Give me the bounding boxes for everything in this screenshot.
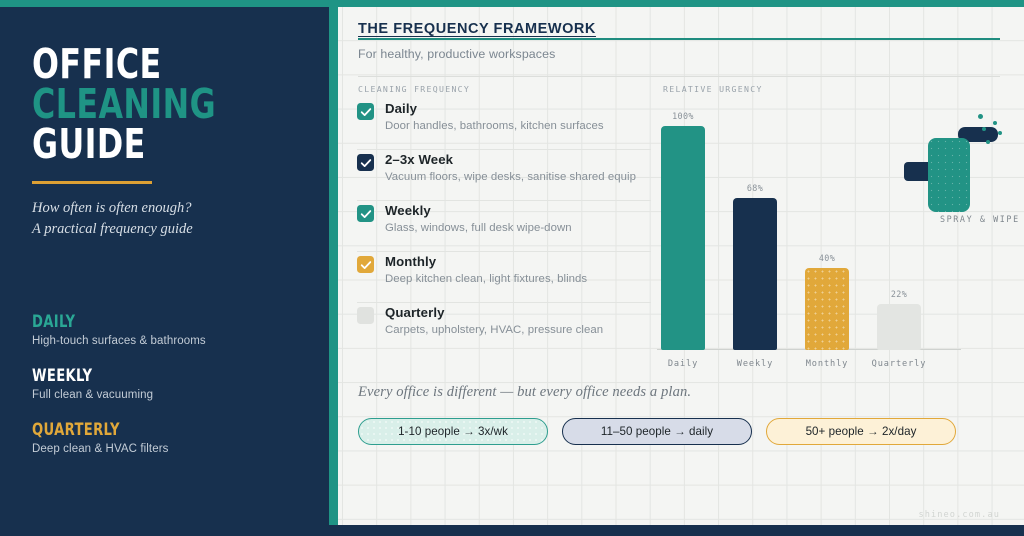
- closing-quote: Every office is different — but every of…: [358, 384, 692, 400]
- chart-category-label-monthly: Monthly: [805, 359, 849, 369]
- chart-bar-quarterly: 22% Quarterly: [871, 289, 927, 369]
- panel-heading: THE FREQUENCY FRAMEWORK: [358, 21, 596, 37]
- checklist-term-monthly: Monthly: [385, 254, 437, 269]
- chart-bar-weekly: 68% Weekly: [727, 183, 783, 369]
- checklist-row-weekly[interactable]: Weekly Glass, windows, full desk wipe-do…: [357, 200, 657, 252]
- checklist-desc-daily: Door handles, bathrooms, kitchen surface…: [385, 120, 604, 132]
- pill-11-50-people[interactable]: 11–50 people → daily: [562, 418, 752, 445]
- frequency-term-quarterly: QUARTERLY: [32, 420, 120, 440]
- pill-50-plus-people[interactable]: 50+ people → 2x/day: [766, 418, 956, 445]
- check-icon-weekly[interactable]: [357, 205, 374, 222]
- spray-trigger-shape: [904, 162, 932, 181]
- title-line-2: CLEANING: [32, 80, 217, 129]
- sidebar-frequency-item-quarterly: QUARTERLY Deep clean & HVAC filters: [32, 420, 304, 455]
- checklist-desc-monthly: Deep kitchen clean, light fixtures, blin…: [385, 273, 588, 285]
- title-line-3: GUIDE: [32, 120, 146, 169]
- sidebar-frequency-item-daily: DAILY High-touch surfaces & bathrooms: [32, 312, 304, 347]
- checklist-row-daily[interactable]: Daily Door handles, bathrooms, kitchen s…: [357, 99, 657, 150]
- sidebar-frequency-list: DAILY High-touch surfaces & bathrooms WE…: [32, 312, 304, 474]
- sidebar: OFFICE CLEANING GUIDE How often is often…: [0, 0, 329, 536]
- checklist-term-quarterly: Quarterly: [385, 305, 445, 320]
- chart-value-label-quarterly: 22%: [890, 289, 908, 299]
- checklist-row-quarterly[interactable]: Quarterly Carpets, upholstery, HVAC, pre…: [357, 302, 657, 354]
- column-labels: CLEANING FREQUENCY RELATIVE URGENCY: [358, 84, 1000, 98]
- frequency-desc-daily: High-touch surfaces & bathrooms: [32, 335, 206, 347]
- spray-body-shape: [928, 138, 970, 212]
- frequency-desc-weekly: Full clean & vacuuming: [32, 389, 154, 401]
- mist-dot-2: [993, 121, 997, 125]
- bottom-accent-rule: [0, 525, 1024, 536]
- checklist-term-2-3x-week: 2–3x Week: [385, 152, 454, 167]
- section-divider: [358, 76, 1000, 78]
- check-icon-monthly[interactable]: [357, 256, 374, 273]
- chart-value-label-daily: 100%: [672, 111, 694, 121]
- mist-dot-5: [986, 140, 990, 144]
- panel-heading-rule: [358, 38, 1000, 40]
- subtitle-line-1: How often is often enough?: [32, 199, 192, 216]
- spray-bottle-label: SPRAY & WIPE: [940, 214, 1020, 224]
- watermark: shineo.com.au: [918, 510, 1000, 520]
- chart-bar-monthly: 40% Monthly: [799, 253, 855, 369]
- sidebar-title-block: OFFICE CLEANING GUIDE How often is often…: [32, 40, 304, 242]
- mist-dot-1: [978, 114, 983, 119]
- checklist-desc-quarterly: Carpets, upholstery, HVAC, pressure clea…: [385, 324, 604, 336]
- chart-value-label-monthly: 40%: [818, 253, 836, 263]
- title-underline-rule: [32, 180, 152, 184]
- spray-nozzle-shape: [958, 127, 998, 142]
- checklist-desc-weekly: Glass, windows, full desk wipe-down: [385, 222, 572, 234]
- checklist-term-weekly: Weekly: [385, 203, 431, 218]
- poster-subtitle: How often is often enough? A practical f…: [32, 198, 304, 242]
- top-accent-rule: [0, 0, 1024, 7]
- poster-title: OFFICE CLEANING GUIDE: [32, 40, 304, 169]
- frequency-desc-quarterly: Deep clean & HVAC filters: [32, 443, 169, 455]
- panel-subheading: For healthy, productive workspaces: [358, 47, 556, 61]
- checklist-row-monthly[interactable]: Monthly Deep kitchen clean, light fixtur…: [357, 251, 657, 303]
- empty-checkbox-icon-quarterly[interactable]: [357, 307, 374, 324]
- frequency-term-weekly: WEEKLY: [32, 366, 93, 386]
- check-icon-2-3x-week[interactable]: [357, 154, 374, 171]
- check-icon-daily[interactable]: [357, 103, 374, 120]
- checklist-row-2-3x-week[interactable]: 2–3x Week Vacuum floors, wipe desks, san…: [357, 149, 657, 201]
- chart-category-label-daily: Daily: [667, 359, 699, 369]
- spray-bottle-icon: SPRAY & WIPE: [898, 112, 1018, 232]
- chart-value-label-weekly: 68%: [746, 183, 764, 193]
- content-panel: THE FREQUENCY FRAMEWORK For healthy, pro…: [338, 0, 1024, 536]
- relative-urgency-chart: 100% Daily 68% Weekly 40% Monthly: [653, 104, 961, 372]
- subtitle-line-2: A practical frequency guide: [32, 221, 193, 238]
- frequency-checklist: Daily Door handles, bathrooms, kitchen s…: [357, 99, 657, 354]
- frequency-term-daily: DAILY: [32, 312, 76, 332]
- pill-1-10-people[interactable]: 1-10 people → 3x/wk: [358, 418, 548, 445]
- mist-dot-3: [982, 127, 986, 131]
- sidebar-frequency-item-weekly: WEEKLY Full clean & vacuuming: [32, 366, 304, 401]
- panel-body: THE FREQUENCY FRAMEWORK For healthy, pro…: [338, 0, 1024, 536]
- team-size-pills: 1-10 people → 3x/wk 11–50 people → daily…: [358, 418, 956, 445]
- mist-dot-4: [998, 131, 1002, 135]
- column-label-relative-urgency: RELATIVE URGENCY: [663, 84, 763, 94]
- checklist-term-daily: Daily: [385, 101, 418, 116]
- chart-bar-daily: 100% Daily: [655, 111, 711, 369]
- chart-category-label-weekly: Weekly: [736, 359, 774, 369]
- column-label-cleaning-frequency: CLEANING FREQUENCY: [358, 84, 471, 94]
- checklist-desc-2-3x-week: Vacuum floors, wipe desks, sanitise shar…: [385, 171, 637, 183]
- title-line-1: OFFICE: [32, 40, 162, 88]
- chart-category-label-quarterly: Quarterly: [871, 359, 927, 369]
- sidebar-panel-divider: [329, 0, 338, 536]
